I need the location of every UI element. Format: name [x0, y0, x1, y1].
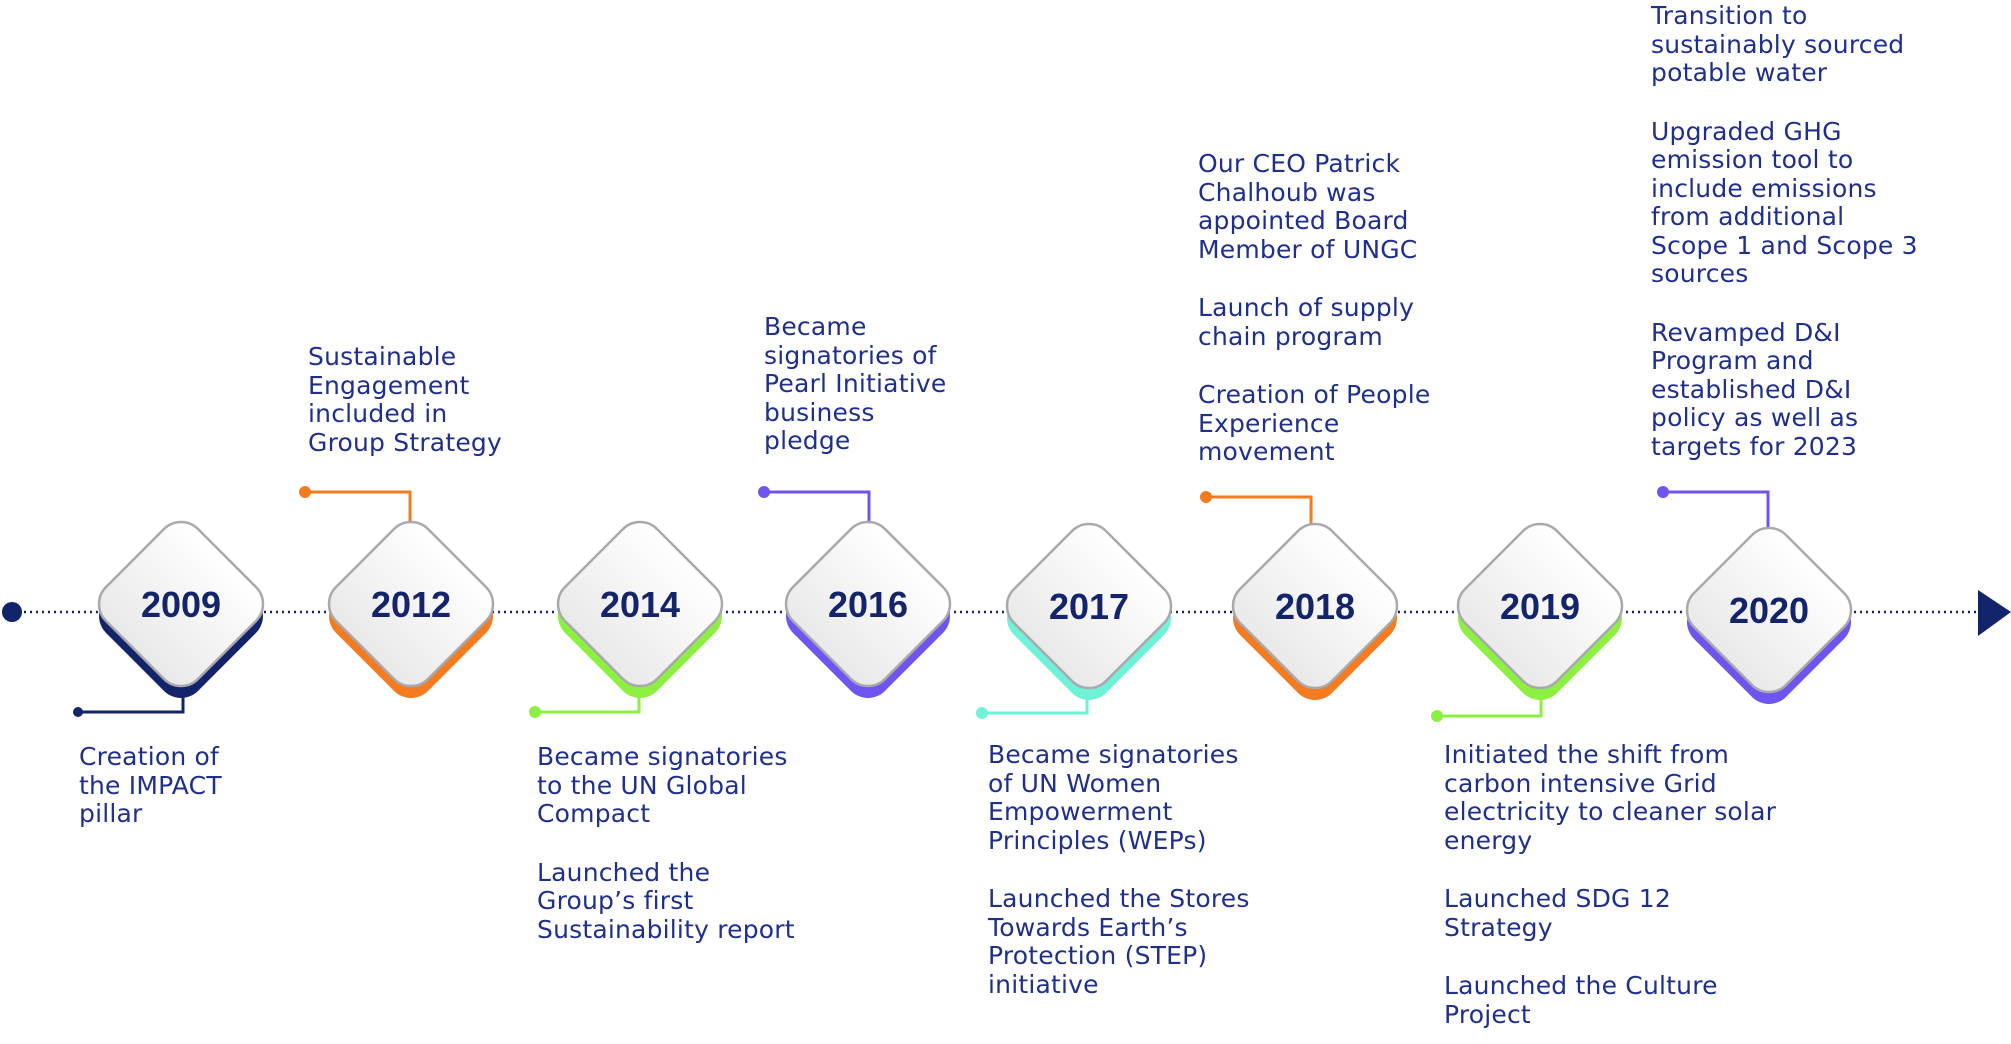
event-text: Launched SDG 12 Strategy: [1444, 884, 1671, 942]
year-diamond: [784, 520, 952, 688]
connector-dot-icon: [1200, 491, 1212, 503]
event-text: Creation of the IMPACT pillar: [79, 742, 222, 828]
year-label: 2019: [1500, 586, 1580, 627]
year-label: 2012: [371, 584, 451, 625]
milestone-2009: 2009: [73, 520, 265, 717]
year-label: 2014: [600, 584, 680, 625]
event-text: Became signatories to the UN Global Comp…: [537, 742, 788, 828]
event-text: Launch of supply chain program: [1198, 293, 1415, 351]
milestone-2012: 2012: [299, 486, 495, 698]
event-2019: Initiated the shift from carbon intensiv…: [1444, 740, 1777, 1029]
year-diamond: [327, 520, 495, 688]
year-diamond: [97, 520, 265, 688]
connector-dot-icon: [1657, 486, 1669, 498]
event-text: Revamped D&I Program and established D&I…: [1651, 317, 1859, 461]
event-2020: Transition to sustainably sourced potabl…: [1651, 1, 1918, 461]
year-diamond: [556, 520, 724, 688]
event-2009: Creation of the IMPACT pillar: [79, 742, 222, 829]
event-text: Upgraded GHG emission tool to include em…: [1651, 116, 1918, 288]
event-text: Transition to sustainably sourced potabl…: [1651, 1, 1905, 87]
year-label: 2017: [1049, 586, 1129, 627]
year-diamond: [1685, 526, 1853, 694]
milestone-2019: 2019: [1431, 522, 1624, 722]
event-2012: Sustainable Engagement included in Group…: [308, 342, 502, 457]
event-text: Initiated the shift from carbon intensiv…: [1444, 740, 1777, 855]
event-text: Became signatories of UN Women Empowerme…: [988, 740, 1239, 855]
arrow-right-icon: [1978, 590, 2011, 636]
connector-dot-icon: [758, 486, 770, 498]
event-text: Launched the Group’s first Sustainabilit…: [537, 857, 795, 944]
year-label: 2018: [1275, 586, 1355, 627]
start-dot-icon: [2, 602, 22, 622]
milestone-2016: 2016: [758, 486, 952, 698]
event-2017: Became signatories of UN Women Empowerme…: [988, 740, 1250, 999]
year-diamond: [1005, 522, 1173, 690]
milestones-layer: 2009 2012 2014 2016 2017 2018 2019 2020: [73, 486, 1853, 722]
connector-dot-icon: [299, 486, 311, 498]
milestone-2018: 2018: [1200, 491, 1399, 700]
event-text: Our CEO Patrick Chalhoub was appointed B…: [1198, 149, 1418, 264]
connector-dot-icon: [1431, 710, 1443, 722]
event-2018: Our CEO Patrick Chalhoub was appointed B…: [1198, 149, 1431, 467]
event-text: Launched the Stores Towards Earth’s Prot…: [988, 884, 1250, 999]
event-text: Creation of People Experience movement: [1198, 380, 1431, 466]
event-text: Sustainable Engagement included in Group…: [308, 342, 502, 457]
connector-dot-icon: [976, 707, 988, 719]
event-2014: Became signatories to the UN Global Comp…: [537, 742, 795, 944]
year-label: 2009: [141, 584, 221, 625]
milestone-2014: 2014: [529, 520, 724, 718]
year-diamond: [1456, 522, 1624, 690]
year-label: 2016: [828, 584, 908, 625]
event-text: Became signatories of Pearl Initiative b…: [764, 312, 947, 455]
milestone-2020: 2020: [1657, 486, 1853, 704]
connector-dot-icon: [529, 706, 541, 718]
year-label: 2020: [1729, 590, 1809, 631]
event-2016: Became signatories of Pearl Initiative b…: [764, 312, 947, 456]
connector-dot-icon: [73, 707, 83, 717]
event-text: Launched the Culture Project: [1444, 971, 1718, 1029]
year-diamond: [1231, 522, 1399, 690]
milestone-2017: 2017: [976, 522, 1173, 719]
